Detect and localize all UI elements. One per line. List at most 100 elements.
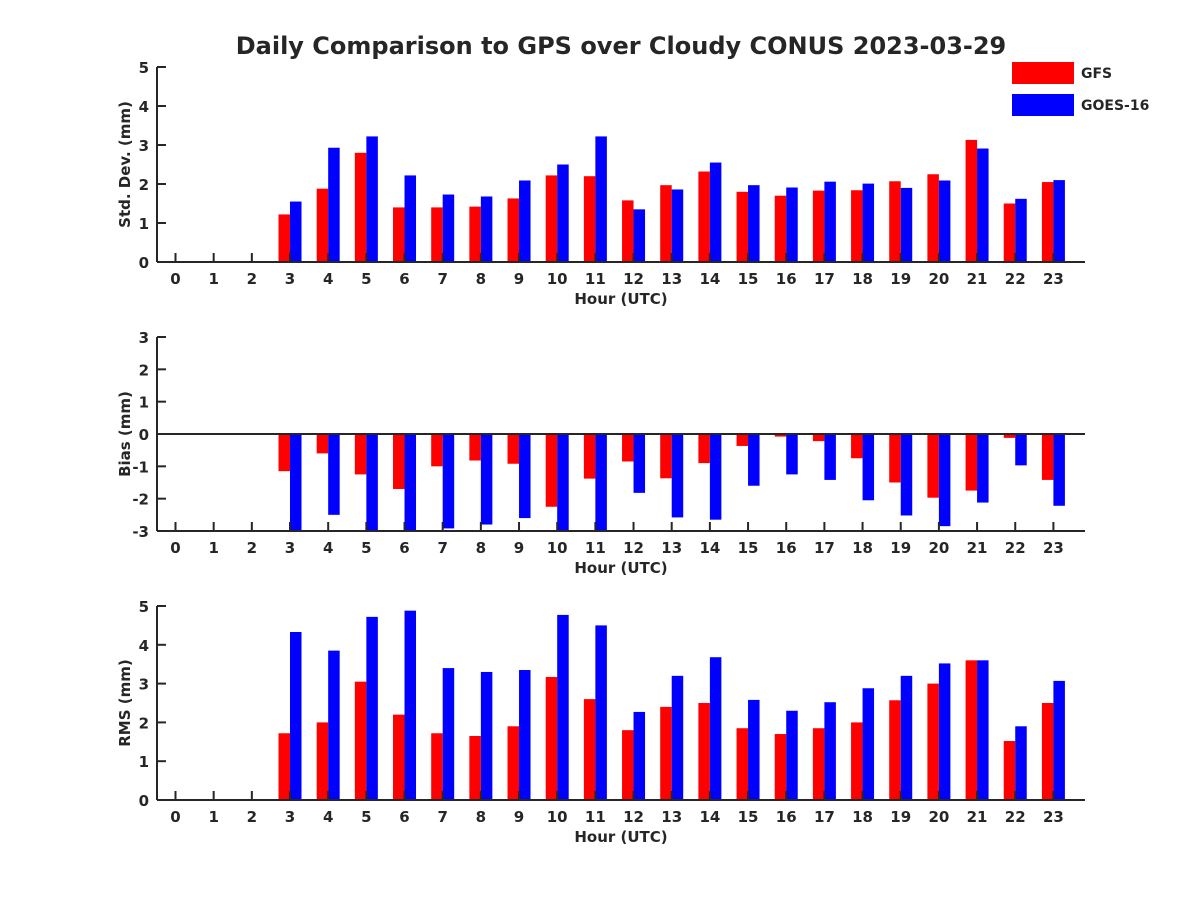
bar-gfs-hour-13: [660, 434, 672, 479]
bar-gfs-hour-14: [698, 703, 710, 800]
bar-gfs-hour-19: [889, 434, 901, 483]
bar-goes-16-hour-20: [938, 180, 951, 262]
bar-goes-16-hour-16: [786, 187, 798, 262]
x-tick-label: 5: [361, 270, 371, 288]
bar-gfs-hour-22: [1003, 434, 1016, 438]
bar-goes-16-hour-15: [748, 185, 760, 262]
x-axis-label: Hour (UTC): [574, 828, 667, 846]
x-tick-label: 6: [399, 270, 409, 288]
bar-goes-16-hour-22: [1015, 434, 1027, 466]
x-tick-label: 5: [361, 539, 371, 557]
x-tick-label: 18: [852, 539, 873, 557]
bar-goes-16-hour-19: [900, 434, 913, 516]
bar-gfs-hour-4: [316, 188, 329, 262]
bar-gfs-hour-3: [278, 214, 291, 262]
bar-goes-16-hour-14: [709, 162, 722, 262]
bar-gfs-hour-9: [507, 198, 520, 262]
x-tick-label: 13: [661, 539, 682, 557]
bar-gfs-hour-23: [1041, 182, 1054, 262]
bar-gfs-hour-18: [851, 190, 863, 262]
x-tick-label: 20: [928, 270, 949, 288]
legend: GFS GOES-16: [1012, 62, 1149, 116]
x-tick-label: 16: [776, 270, 797, 288]
y-tick-label: 1: [139, 753, 149, 771]
x-tick-label: 0: [170, 539, 180, 557]
x-tick-label: 4: [323, 539, 333, 557]
bar-gfs-hour-8: [469, 434, 481, 461]
x-tick-label: 17: [814, 270, 835, 288]
y-tick-label: 3: [139, 329, 149, 347]
bar-gfs-hour-10: [545, 677, 558, 800]
bar-gfs-hour-15: [736, 434, 749, 446]
bar-goes-16-hour-23: [1053, 434, 1065, 506]
y-tick-label: 0: [139, 254, 149, 272]
bar-gfs-hour-10: [545, 175, 558, 262]
bar-gfs-hour-14: [698, 171, 710, 262]
x-tick-label: 19: [890, 539, 911, 557]
bar-goes-16-hour-16: [786, 434, 798, 475]
bar-goes-16-hour-18: [862, 434, 875, 501]
bar-gfs-hour-21: [965, 660, 978, 800]
bar-goes-16-hour-20: [938, 663, 951, 800]
bar-gfs-hour-22: [1003, 203, 1016, 262]
x-tick-label: 21: [967, 808, 988, 826]
x-tick-label: 18: [852, 270, 873, 288]
bar-goes-16-hour-4: [328, 650, 340, 800]
bar-gfs-hour-6: [393, 714, 405, 800]
x-tick-label: 15: [738, 808, 759, 826]
bar-goes-16-hour-18: [862, 183, 875, 262]
bar-goes-16-hour-3: [290, 632, 302, 800]
bar-gfs-hour-16: [774, 734, 787, 800]
bar-gfs-hour-6: [393, 434, 405, 489]
legend-label-goes-16: GOES-16: [1081, 98, 1149, 114]
bar-gfs-hour-3: [278, 434, 291, 472]
x-axis-label: Hour (UTC): [574, 559, 667, 577]
x-tick-label: 19: [890, 270, 911, 288]
y-axis-label: RMS (mm): [116, 659, 134, 746]
bar-gfs-hour-6: [393, 207, 405, 262]
bar-gfs-hour-20: [927, 174, 939, 262]
bar-gfs-hour-13: [660, 185, 672, 262]
x-tick-label: 23: [1043, 270, 1064, 288]
x-tick-label: 2: [247, 808, 257, 826]
x-tick-label: 1: [208, 270, 218, 288]
bar-gfs-hour-11: [583, 434, 596, 479]
bar-gfs-hour-11: [583, 176, 596, 262]
legend-label-gfs: GFS: [1081, 66, 1112, 82]
bar-goes-16-hour-19: [900, 675, 913, 800]
y-axis-label: Bias (mm): [116, 391, 134, 477]
bar-gfs-hour-21: [965, 139, 978, 262]
x-tick-label: 3: [285, 270, 295, 288]
x-tick-label: 11: [585, 539, 606, 557]
bar-goes-16-hour-21: [977, 434, 989, 503]
bar-gfs-hour-14: [698, 434, 710, 464]
bar-goes-16-hour-13: [671, 434, 684, 518]
legend-swatch-gfs: [1012, 62, 1074, 84]
x-tick-label: 12: [623, 539, 644, 557]
bar-gfs-hour-10: [545, 434, 558, 507]
bar-goes-16-hour-17: [824, 434, 836, 480]
y-tick-label: -2: [132, 491, 149, 509]
y-tick-label: 1: [139, 215, 149, 233]
y-tick-label: -3: [132, 523, 149, 541]
bar-gfs-hour-11: [583, 699, 596, 800]
bar-goes-16-hour-7: [442, 434, 455, 529]
x-tick-label: 4: [323, 808, 333, 826]
bar-gfs-hour-5: [354, 681, 367, 800]
bar-goes-16-hour-6: [404, 175, 417, 262]
bar-goes-16-hour-10: [557, 614, 569, 800]
bar-goes-16-hour-8: [480, 671, 493, 800]
bar-gfs-hour-5: [354, 152, 367, 262]
bar-gfs-hour-15: [736, 728, 749, 800]
bar-gfs-hour-9: [507, 434, 520, 464]
x-tick-label: 4: [323, 270, 333, 288]
bar-goes-16-hour-10: [557, 164, 569, 262]
chart-title: Daily Comparison to GPS over Cloudy CONU…: [236, 32, 1007, 60]
bar-gfs-hour-7: [431, 733, 443, 800]
bar-gfs-hour-18: [851, 722, 863, 800]
bar-goes-16-hour-9: [519, 670, 531, 800]
bar-goes-16-hour-11: [595, 625, 607, 800]
x-tick-label: 8: [476, 539, 486, 557]
